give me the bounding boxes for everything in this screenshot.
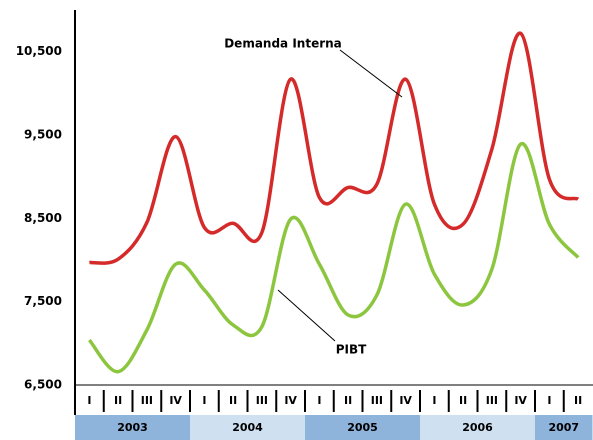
x-tick-label: I xyxy=(317,394,321,407)
y-tick-label: 6,500 xyxy=(24,378,62,392)
year-band xyxy=(305,415,420,440)
leader-line xyxy=(277,289,336,342)
legend-label: Demanda Interna xyxy=(224,37,342,51)
year-label: 2007 xyxy=(548,421,579,434)
year-band xyxy=(420,415,535,440)
year-band xyxy=(190,415,305,440)
x-tick-label: I xyxy=(547,394,551,407)
series-line xyxy=(87,142,580,374)
x-tick-label: IV xyxy=(284,394,297,407)
leader-line xyxy=(339,49,403,98)
x-tick-label: I xyxy=(202,394,206,407)
x-tick-label: IV xyxy=(399,394,412,407)
x-tick-label: II xyxy=(574,394,582,407)
year-label: 2003 xyxy=(117,421,148,434)
x-tick-label: IV xyxy=(514,394,527,407)
series-line xyxy=(89,31,580,265)
x-tick-label: II xyxy=(114,394,122,407)
year-label: 2005 xyxy=(347,421,378,434)
year-label: 2006 xyxy=(462,421,493,434)
x-tick-label: II xyxy=(459,394,467,407)
x-tick-label: III xyxy=(141,394,153,407)
year-band xyxy=(535,415,593,440)
x-tick-label: II xyxy=(229,394,237,407)
x-tick-label: IV xyxy=(169,394,182,407)
x-tick-label: III xyxy=(256,394,268,407)
year-band xyxy=(75,415,190,440)
y-tick-label: 9,500 xyxy=(24,128,62,142)
y-tick-label: 7,500 xyxy=(24,294,62,308)
x-tick-label: I xyxy=(432,394,436,407)
y-tick-label: 8,500 xyxy=(24,211,62,225)
x-tick-label: II xyxy=(344,394,352,407)
year-label: 2004 xyxy=(232,421,263,434)
x-tick-label: III xyxy=(371,394,383,407)
x-tick-label: I xyxy=(87,394,91,407)
x-tick-label: III xyxy=(486,394,498,407)
y-tick-label: 10,500 xyxy=(16,44,62,58)
legend-label: PIBT xyxy=(336,343,367,357)
